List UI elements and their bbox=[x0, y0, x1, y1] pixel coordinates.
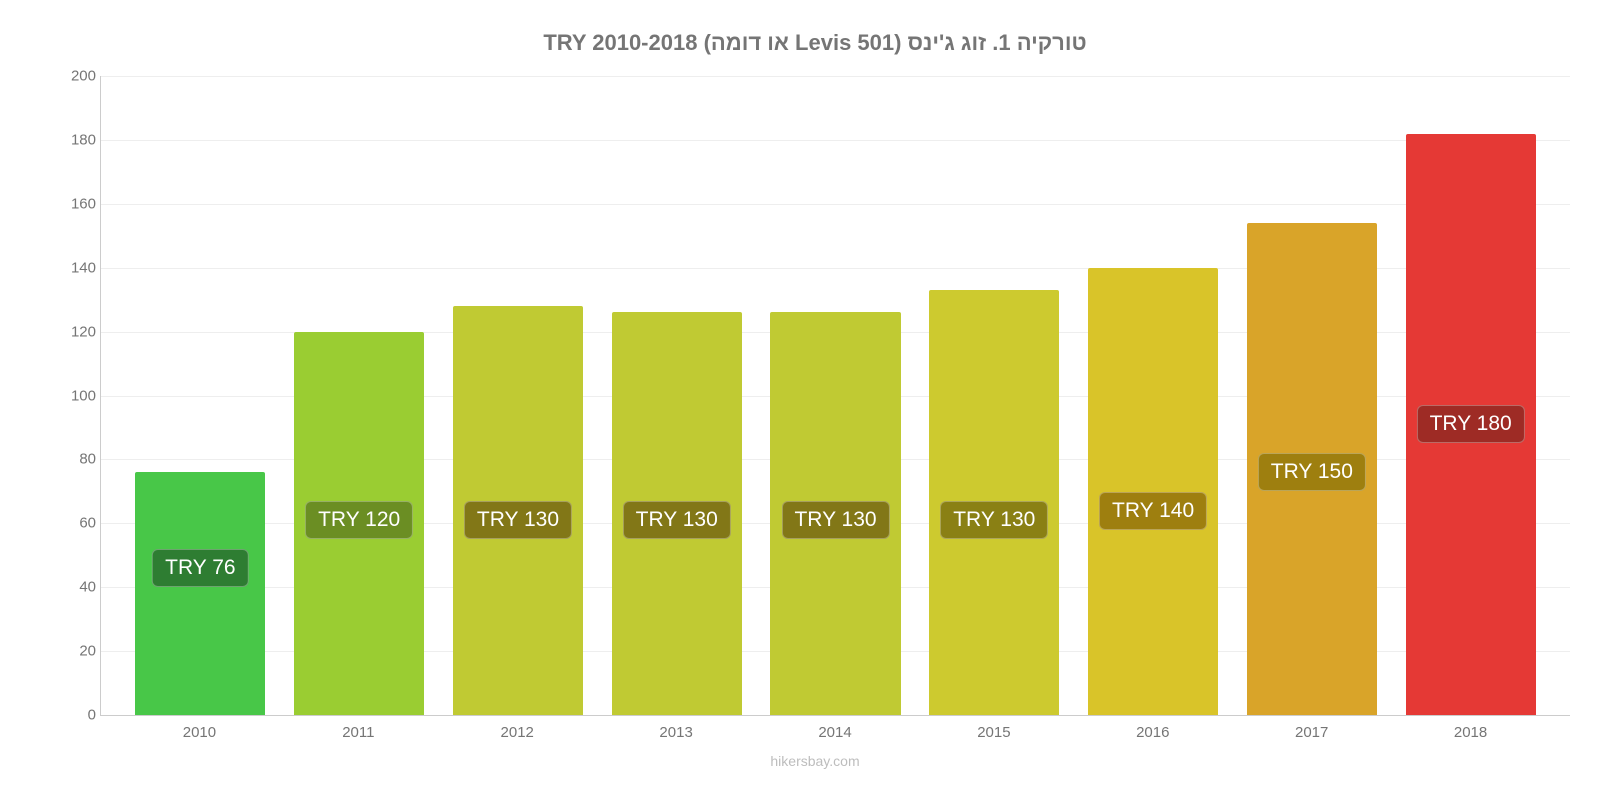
bar-group: TRY 130 bbox=[915, 76, 1074, 715]
bar-group: TRY 130 bbox=[756, 76, 915, 715]
y-tick-label: 140 bbox=[56, 259, 96, 276]
bar-value-label: TRY 130 bbox=[464, 501, 572, 539]
bar-group: TRY 130 bbox=[597, 76, 756, 715]
bar: TRY 130 bbox=[929, 290, 1059, 715]
y-tick-label: 180 bbox=[56, 131, 96, 148]
bar-value-label: TRY 180 bbox=[1417, 405, 1525, 443]
bar: TRY 130 bbox=[453, 306, 583, 715]
x-tick-label: 2018 bbox=[1391, 724, 1550, 741]
x-tick-label: 2016 bbox=[1073, 724, 1232, 741]
chart-title: טורקיה 1. זוג ג'ינס (Levis 501 או דומה) … bbox=[60, 30, 1570, 56]
chart-container: טורקיה 1. זוג ג'ינס (Levis 501 או דומה) … bbox=[60, 30, 1570, 770]
y-axis: 020406080100120140160180200 bbox=[56, 76, 96, 715]
x-tick-label: 2013 bbox=[597, 724, 756, 741]
bar-group: TRY 180 bbox=[1391, 76, 1550, 715]
plot-area: 020406080100120140160180200 TRY 76TRY 12… bbox=[100, 76, 1570, 716]
y-tick-label: 40 bbox=[56, 579, 96, 596]
y-tick-label: 60 bbox=[56, 515, 96, 532]
x-axis-labels: 201020112012201320142015201620172018 bbox=[100, 724, 1570, 741]
bar: TRY 180 bbox=[1406, 134, 1536, 715]
bar-value-label: TRY 120 bbox=[305, 501, 413, 539]
x-tick-label: 2014 bbox=[756, 724, 915, 741]
y-tick-label: 100 bbox=[56, 387, 96, 404]
bar: TRY 140 bbox=[1088, 268, 1218, 715]
bar-group: TRY 130 bbox=[439, 76, 598, 715]
x-tick-label: 2017 bbox=[1232, 724, 1391, 741]
bar-group: TRY 140 bbox=[1074, 76, 1233, 715]
x-tick-label: 2011 bbox=[279, 724, 438, 741]
y-tick-label: 200 bbox=[56, 68, 96, 85]
x-tick-label: 2010 bbox=[120, 724, 279, 741]
x-tick-label: 2015 bbox=[914, 724, 1073, 741]
bar: TRY 120 bbox=[294, 332, 424, 715]
bar-value-label: TRY 130 bbox=[781, 501, 889, 539]
bar-value-label: TRY 130 bbox=[623, 501, 731, 539]
bar: TRY 130 bbox=[612, 312, 742, 715]
bar-value-label: TRY 150 bbox=[1258, 453, 1366, 491]
attribution-text: hikersbay.com bbox=[60, 753, 1570, 769]
bar-value-label: TRY 76 bbox=[152, 549, 248, 587]
bar: TRY 76 bbox=[135, 472, 265, 715]
bar-value-label: TRY 140 bbox=[1099, 492, 1207, 530]
y-tick-label: 20 bbox=[56, 643, 96, 660]
y-tick-label: 80 bbox=[56, 451, 96, 468]
bar: TRY 150 bbox=[1247, 223, 1377, 715]
bar-group: TRY 150 bbox=[1232, 76, 1391, 715]
y-tick-label: 120 bbox=[56, 323, 96, 340]
y-tick-label: 160 bbox=[56, 195, 96, 212]
bar-group: TRY 76 bbox=[121, 76, 280, 715]
bars-container: TRY 76 TRY 120 TRY 130 TRY 130 TRY 130 TRY 13… bbox=[101, 76, 1570, 715]
x-tick-label: 2012 bbox=[438, 724, 597, 741]
bar: TRY 130 bbox=[770, 312, 900, 715]
y-tick-label: 0 bbox=[56, 707, 96, 724]
bar-value-label: TRY 130 bbox=[940, 501, 1048, 539]
bar-group: TRY 120 bbox=[280, 76, 439, 715]
